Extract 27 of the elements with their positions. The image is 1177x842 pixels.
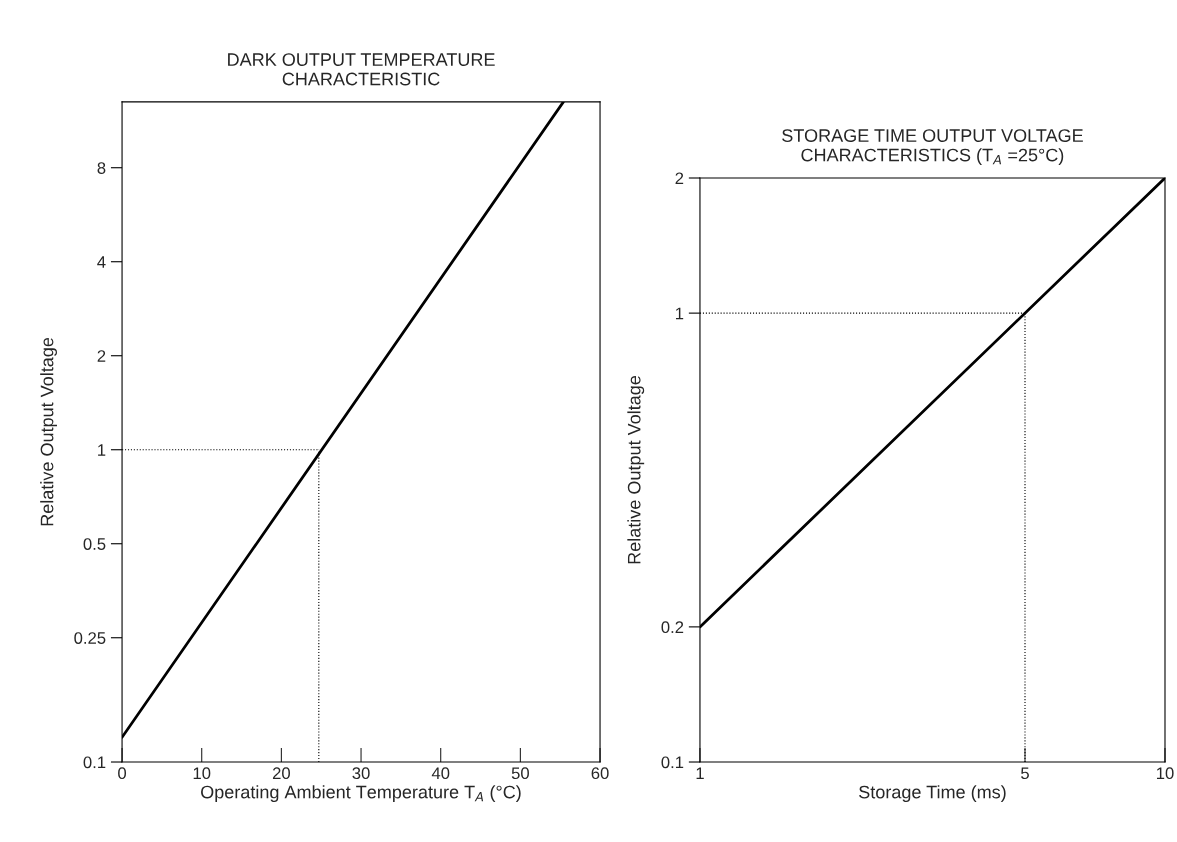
y-tick-label: 0.5 xyxy=(83,538,106,550)
y-tick-label: 1 xyxy=(98,444,106,456)
chart-title: DARK OUTPUT TEMPERATURE CHARACTERISTIC xyxy=(228,53,495,86)
x-tick-label: 10 xyxy=(1157,767,1174,780)
x-tick-label: 10 xyxy=(193,767,211,780)
y-tick-label: 2 xyxy=(97,350,106,362)
x-tick-label: 40 xyxy=(431,767,450,780)
y-tick-label: 0.1 xyxy=(83,756,106,769)
y-axis-title: Relative Output Voltage xyxy=(627,375,645,564)
x-tick-label: 20 xyxy=(272,767,290,780)
x-axis-title: Operating Ambient Temperature T$_{A}$ (°C) xyxy=(201,785,521,803)
y-axis-title: Relative Output Voltage xyxy=(40,337,57,526)
chart-title: STORAGE TIME OUTPUT VOLTAGE CHARACTERISTICS (T$_{A}$ =25°C) xyxy=(782,129,1083,165)
y-tick-label: 1 xyxy=(675,307,684,320)
x-tick-label: 0 xyxy=(118,767,127,780)
x-tick-label: 1 xyxy=(696,767,704,779)
x-axis-title: Storage Time (ms) xyxy=(859,785,1006,803)
x-tick-label: 50 xyxy=(511,767,529,780)
y-tick-label: 8 xyxy=(97,162,106,174)
x-tick-label: 60 xyxy=(591,767,609,780)
y-tick-label: 0.25 xyxy=(74,632,106,644)
x-tick-label: 5 xyxy=(1021,767,1029,780)
x-tick-label: 30 xyxy=(352,767,370,780)
y-tick-label: 4 xyxy=(97,256,106,268)
y-tick-label: 0.2 xyxy=(661,621,684,634)
y-tick-label: 2 xyxy=(675,172,684,185)
y-tick-label: 0.1 xyxy=(661,756,684,769)
